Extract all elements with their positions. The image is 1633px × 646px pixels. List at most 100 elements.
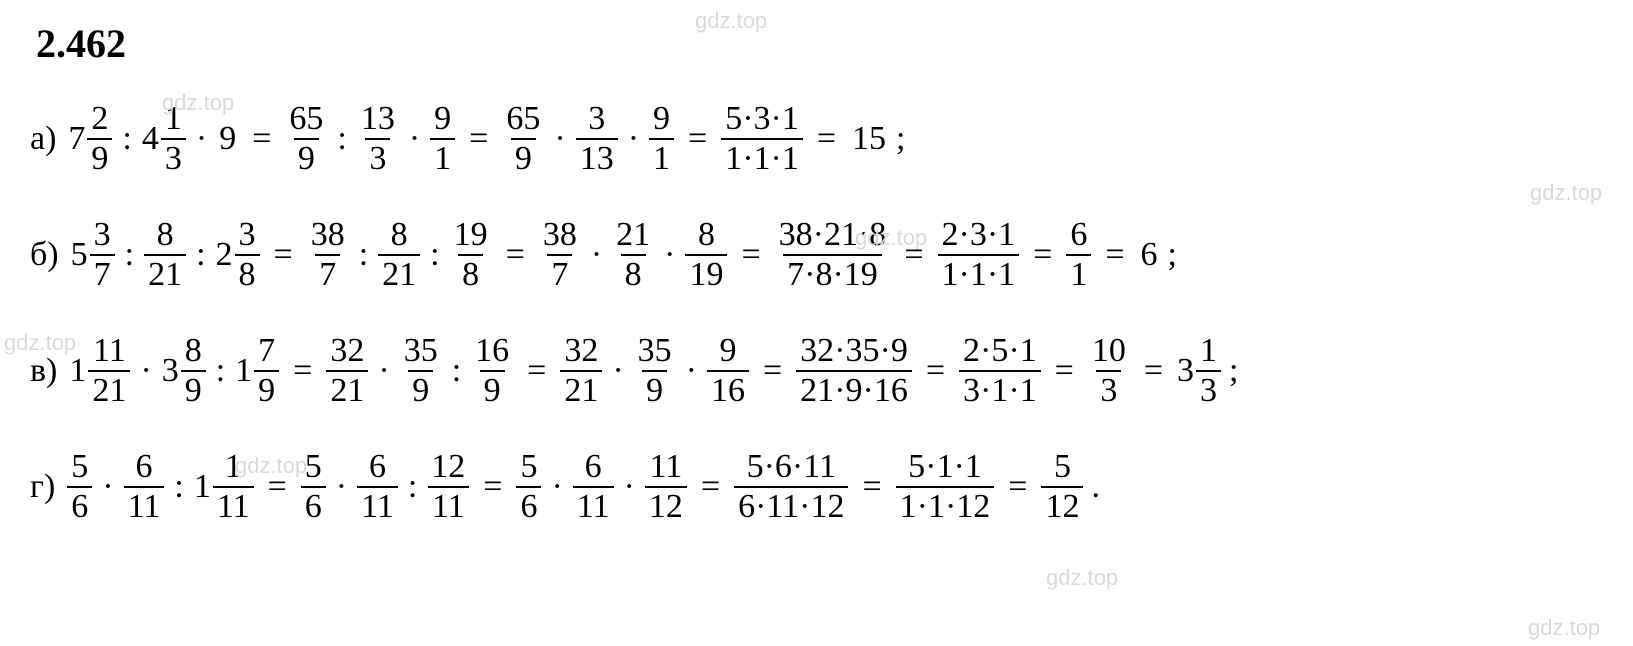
fraction: 37 [90, 218, 115, 292]
denominator: 21 [326, 370, 368, 408]
numerator: 38 [539, 218, 581, 254]
numerator: 5 [516, 450, 541, 486]
fraction: 1112 [645, 450, 687, 524]
numerator: 8 [153, 218, 178, 254]
equals-sign: = [693, 470, 728, 504]
numerator: 6 [131, 450, 156, 486]
equals-sign: = [519, 354, 554, 388]
operator: : [118, 122, 135, 156]
equals-sign: = [266, 238, 301, 272]
denominator: 1·1·1 [938, 254, 1020, 292]
denominator: 1·1·1 [721, 138, 803, 176]
fraction: 91 [649, 102, 674, 176]
operator: : [192, 238, 209, 272]
operator: · [587, 238, 606, 272]
denominator: 21·9·16 [796, 370, 912, 408]
numerator: 65 [285, 102, 327, 138]
fraction: 5·3·11·1·1 [721, 102, 803, 176]
equals-sign: = [260, 470, 295, 504]
denominator: 9 [294, 138, 319, 176]
numerator: 2 [87, 102, 112, 138]
operator: · [620, 470, 639, 504]
operator: · [136, 354, 155, 388]
denominator: 6·11·12 [734, 486, 848, 524]
numerator: 12 [427, 450, 469, 486]
denominator: 12 [645, 486, 687, 524]
numerator: 2·5·1 [959, 334, 1041, 370]
denominator: 12 [1041, 486, 1083, 524]
fraction: 5·1·11·1·12 [896, 450, 995, 524]
line-terminator: . [1089, 470, 1100, 504]
denominator: 19 [685, 254, 727, 292]
numerator: 5 [1050, 450, 1075, 486]
denominator: 7 [90, 254, 115, 292]
mixed-number: 1111 [194, 450, 254, 524]
fraction: 387 [539, 218, 581, 292]
equals-sign: = [1136, 354, 1171, 388]
numerator: 7 [254, 334, 279, 370]
equals-sign: = [896, 238, 931, 272]
line-terminator: ; [1166, 238, 1177, 272]
fraction: 218 [612, 218, 654, 292]
equals-sign: = [1000, 470, 1035, 504]
denominator: 1 [1066, 254, 1091, 292]
operator: : [121, 238, 138, 272]
watermark-text: gdz.top [1046, 565, 1118, 591]
operator: : [448, 354, 465, 388]
denominator: 9 [254, 370, 279, 408]
denominator: 11 [213, 486, 254, 524]
numerator: 65 [502, 102, 544, 138]
operator: · [660, 238, 679, 272]
line-terminator: ; [1227, 354, 1238, 388]
operator: : [426, 238, 443, 272]
operator: · [547, 470, 566, 504]
mixed-number: 389 [162, 334, 206, 408]
numerator: 3 [90, 218, 115, 254]
numerator: 5 [67, 450, 92, 486]
denominator: 6 [516, 486, 541, 524]
mixed-number: 179 [235, 334, 279, 408]
denominator: 1 [649, 138, 674, 176]
equals-sign: = [854, 470, 889, 504]
equals-sign: = [498, 238, 533, 272]
problem-number: 2.462 [36, 20, 1603, 67]
equals-sign: = [733, 238, 768, 272]
line-label: в) [30, 354, 57, 388]
denominator: 11 [124, 486, 165, 524]
operator: · [374, 354, 393, 388]
denominator: 3 [161, 138, 186, 176]
operator: · [98, 470, 117, 504]
equals-sign: = [285, 354, 320, 388]
fraction: 56 [67, 450, 92, 524]
page: 2.462 а)729:413·9=659:133·91=659·313·91=… [0, 0, 1633, 646]
fraction: 111 [213, 450, 254, 524]
denominator: 21 [378, 254, 420, 292]
numerator: 8 [694, 218, 719, 254]
line-label: г) [30, 470, 55, 504]
fraction: 659 [285, 102, 327, 176]
denominator: 3 [1096, 370, 1121, 408]
denominator: 8 [621, 254, 646, 292]
denominator: 11 [573, 486, 614, 524]
numerator: 6 [1066, 218, 1091, 254]
fraction: 38 [235, 218, 260, 292]
equals-sign: = [1047, 354, 1082, 388]
denominator: 9 [511, 138, 536, 176]
denominator: 9 [181, 370, 206, 408]
equation-line: а)729:413·9=659:133·91=659·313·91=5·3·11… [30, 102, 1603, 176]
number: 15 [850, 122, 888, 156]
equals-sign: = [680, 122, 715, 156]
fraction: 38·21·87·8·19 [775, 218, 891, 292]
equals-sign: = [461, 122, 496, 156]
numerator: 5 [301, 450, 326, 486]
operator: : [212, 354, 229, 388]
number: 6 [1139, 238, 1160, 272]
denominator: 7 [547, 254, 572, 292]
whole-part: 7 [68, 122, 85, 156]
numerator: 6 [365, 450, 390, 486]
equation-line: б)537:821:238=387:821:198=387·218·819=38… [30, 218, 1603, 292]
numerator: 11 [646, 450, 687, 486]
fraction: 821 [144, 218, 186, 292]
fraction: 611 [357, 450, 398, 524]
numerator: 21 [612, 218, 654, 254]
